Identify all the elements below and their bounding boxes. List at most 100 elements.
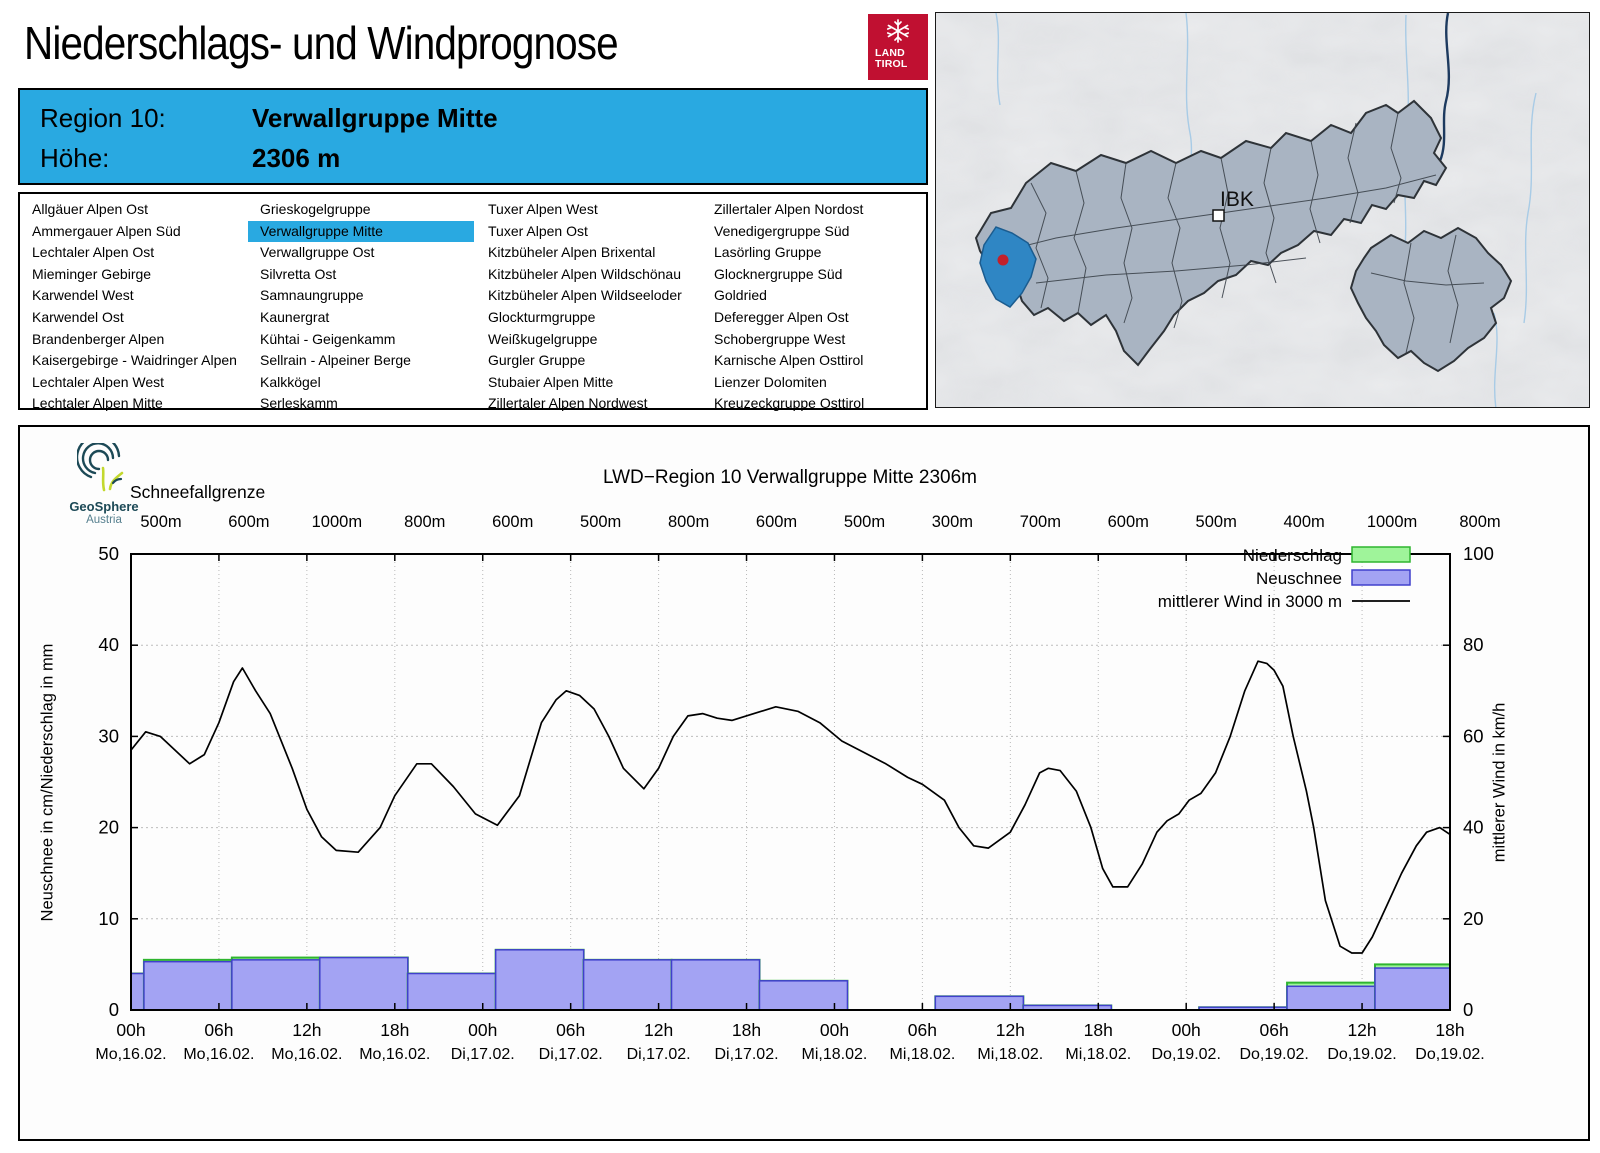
x-date-label: Mi,18.02. <box>977 1046 1043 1063</box>
x-hour-label: 18h <box>732 1020 761 1040</box>
region-list-item[interactable]: Kaunergrat <box>260 308 330 325</box>
region-list-item[interactable]: Zillertaler Alpen Nordwest <box>488 395 648 412</box>
snowline-label: 800m <box>668 513 709 531</box>
region-list-item[interactable]: Kitzbüheler Alpen Wildseeloder <box>488 287 682 304</box>
x-date-label: Do,19.02. <box>1152 1046 1221 1063</box>
region-list-item[interactable]: Kalkkögel <box>260 373 321 390</box>
region-list-item[interactable]: Lechtaler Alpen West <box>32 373 165 390</box>
region-list-item[interactable]: Glockturmgruppe <box>488 308 596 325</box>
region-list-item[interactable]: Deferegger Alpen Ost <box>714 308 849 325</box>
snowline-label: 400m <box>1283 513 1324 531</box>
region-label: Region 10: <box>40 103 166 133</box>
region-list-item[interactable]: Tuxer Alpen West <box>488 201 598 217</box>
region-list-item[interactable]: Karwendel West <box>32 287 134 304</box>
region-list-item[interactable]: Kreuzeckgruppe Osttirol <box>714 395 865 412</box>
legend-label-neuschnee: Neuschnee <box>1256 569 1342 588</box>
region-list-item[interactable]: Goldried <box>714 287 767 304</box>
x-hour-label: 00h <box>820 1020 849 1040</box>
region-list-item[interactable]: Serleskamm <box>260 395 338 412</box>
region-list-item[interactable]: Zillertaler Alpen Nordost <box>714 201 864 217</box>
x-hour-label: 18h <box>1435 1020 1464 1040</box>
region-list-item[interactable]: Silvretta Ost <box>260 265 337 282</box>
region-list-column: Zillertaler Alpen Nordost Venedigergruppe… <box>702 199 928 415</box>
region-list-item[interactable]: Brandenberger Alpen <box>32 330 165 347</box>
snowflake-icon <box>868 14 928 48</box>
x-hour-label: 00h <box>468 1020 497 1040</box>
region-list-item[interactable]: Ammergauer Alpen Süd <box>32 222 181 239</box>
region-list-item[interactable]: Lienzer Dolomiten <box>714 373 827 390</box>
neuschnee-bar <box>582 959 673 1011</box>
x-hour-label: 00h <box>1172 1020 1201 1040</box>
neuschnee-bar <box>143 960 233 1011</box>
region-list-item[interactable]: Mieminger Gebirge <box>32 265 152 282</box>
region-list-item[interactable]: Kaisergebirge - Waidringer Alpen <box>32 352 237 369</box>
region-list-item[interactable]: Lasörling Gruppe <box>714 244 822 261</box>
y-tick-label-left: 20 <box>98 817 119 838</box>
snowline-label: 1000m <box>1367 513 1417 531</box>
x-date-label: Do,19.02. <box>1415 1046 1484 1063</box>
region-list-column: Grieskogelgruppe Verwallgruppe Mitte Verwa… <box>248 199 474 415</box>
logo-line1: LAND <box>875 47 905 59</box>
snowline-label: 600m <box>1108 513 1149 531</box>
forecast-chart-panel: GeoSphere Austria LWD−Region 10 Verwallg… <box>18 425 1590 1141</box>
region-list-item[interactable]: Weißkugelgruppe <box>488 330 598 347</box>
x-date-label: Mi,18.02. <box>1065 1046 1131 1063</box>
x-hour-label: 06h <box>908 1020 937 1040</box>
snowline-label: 500m <box>844 513 885 531</box>
snowline-label: 700m <box>1020 513 1061 531</box>
region-list-item[interactable]: Samnaungruppe <box>260 287 364 304</box>
region-list-item[interactable]: Lechtaler Alpen Mitte <box>32 395 163 412</box>
x-hour-label: 12h <box>644 1020 673 1040</box>
region-list-item[interactable]: Grieskogelgruppe <box>260 201 371 217</box>
region-list-item[interactable]: Kitzbüheler Alpen Brixental <box>488 244 656 261</box>
y-tick-label-left: 10 <box>98 908 119 929</box>
region-list-item[interactable]: Schobergruppe West <box>714 330 846 347</box>
region-list-item[interactable]: Venedigergruppe Süd <box>714 222 850 239</box>
region-list-item[interactable]: Karnische Alpen Osttirol <box>714 352 864 369</box>
snowline-label: 500m <box>140 513 181 531</box>
snowline-label: 600m <box>756 513 797 531</box>
x-hour-label: 06h <box>204 1020 233 1040</box>
snowline-header: Schneefallgrenze <box>130 482 266 502</box>
geosphere-logo: GeoSphere Austria <box>56 435 152 526</box>
region-list-item[interactable]: Lechtaler Alpen Ost <box>32 244 155 261</box>
region-list-column: Tuxer Alpen West Tuxer Alpen Ost Kitzbühel… <box>476 199 702 415</box>
neuschnee-bar <box>319 956 409 1011</box>
y-tick-label-right: 20 <box>1463 908 1484 929</box>
y-tick-label-right: 60 <box>1463 725 1484 746</box>
selected-region-shape <box>979 226 1037 308</box>
region-list-item[interactable]: Kitzbüheler Alpen Wildschönau <box>488 265 682 282</box>
region-list-item[interactable]: Karwendel Ost <box>32 308 124 325</box>
region-list-item[interactable]: Tuxer Alpen Ost <box>488 222 588 239</box>
page-title: Niederschlags- und Windprognose <box>24 17 619 69</box>
snowline-label: 800m <box>404 513 445 531</box>
region-list-item[interactable]: Gurgler Gruppe <box>488 352 586 369</box>
tirol-map: IBK <box>935 12 1590 408</box>
region-list-item[interactable]: Kühtai - Geigenkamm <box>260 330 396 347</box>
wind-line <box>130 660 1451 954</box>
x-date-label: Mo,16.02. <box>95 1046 166 1063</box>
region-list-item[interactable]: Glocknergruppe Süd <box>714 265 843 282</box>
snowline-label: 600m <box>228 513 269 531</box>
land-tirol-logo: LAND TIROL <box>868 14 928 80</box>
neuschnee-bar <box>670 959 761 1011</box>
neuschnee-bar <box>494 949 585 1011</box>
y-tick-label-right: 80 <box>1463 634 1484 655</box>
geosphere-name: GeoSphere <box>69 499 139 514</box>
snowline-label: 1000m <box>312 513 362 531</box>
x-date-label: Mi,18.02. <box>802 1046 868 1063</box>
geosphere-country: Austria <box>86 514 122 526</box>
region-list-item[interactable]: Stubaier Alpen Mitte <box>488 373 614 390</box>
region-list-column: Allgäuer Alpen Ost Ammergauer Alpen Süd Le… <box>20 199 246 415</box>
x-hour-label: 12h <box>292 1020 321 1040</box>
x-hour-label: 18h <box>1084 1020 1113 1040</box>
region-list-item[interactable]: Allgäuer Alpen Ost <box>32 201 148 217</box>
region-list-item[interactable]: Verwallgruppe Ost <box>260 244 375 261</box>
region-list-item[interactable]: Sellrain - Alpeiner Berge <box>260 352 411 369</box>
x-hour-label: 00h <box>116 1020 145 1040</box>
x-date-label: Di,17.02. <box>715 1046 779 1063</box>
snowline-label: 800m <box>1459 513 1500 531</box>
x-hour-label: 06h <box>1260 1020 1289 1040</box>
y-tick-label-left: 40 <box>98 634 119 655</box>
region-list-item[interactable]: Verwallgruppe Mitte <box>248 220 474 243</box>
